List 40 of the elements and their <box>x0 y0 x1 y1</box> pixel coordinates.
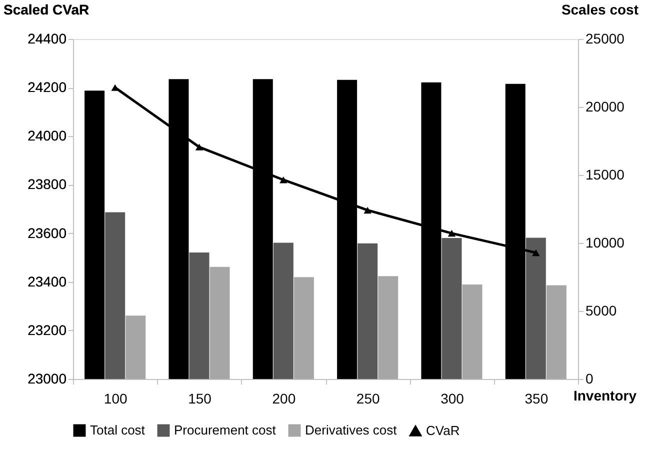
bar <box>210 266 230 379</box>
y2-axis-title: Scales cost <box>561 2 639 18</box>
y2-tick-label: 25000 <box>586 30 625 46</box>
y-axis-title: Scaled CVaR <box>4 2 90 18</box>
y2-tick-label: 20000 <box>586 98 625 114</box>
bar <box>526 238 546 379</box>
y-tick-label: 23200 <box>28 322 67 338</box>
y-tick-label: 23000 <box>28 370 67 386</box>
y2-tick-label: 0 <box>586 370 594 386</box>
bar <box>358 243 378 379</box>
x-tick-label: 150 <box>188 390 212 406</box>
y-tick-label: 24000 <box>28 128 67 144</box>
y2-tick-label: 10000 <box>586 234 625 250</box>
bar <box>84 90 105 379</box>
x-tick-label: 100 <box>104 390 128 406</box>
bar <box>442 238 462 379</box>
y-tick-label: 24200 <box>28 79 67 96</box>
bar <box>462 284 482 379</box>
x-tick-label: 350 <box>524 390 548 406</box>
bar <box>105 212 126 379</box>
x-axis-title: Inventory <box>573 388 637 404</box>
legend-label: Total cost <box>90 422 146 438</box>
legend-label: CVaR <box>426 422 460 438</box>
bar <box>546 285 566 379</box>
y2-tick-label: 5000 <box>586 302 617 318</box>
x-tick-label: 200 <box>272 390 296 406</box>
bar <box>378 276 398 379</box>
y-tick-label: 23400 <box>28 273 67 290</box>
legend-label: Derivatives cost <box>305 422 398 438</box>
y-tick-label: 23600 <box>28 224 67 241</box>
legend-label: Procurement cost <box>174 422 276 438</box>
x-tick-label: 250 <box>356 390 380 406</box>
y-tick-label: 24400 <box>28 30 67 46</box>
bar <box>126 316 146 379</box>
x-tick-label: 300 <box>440 390 464 406</box>
bar <box>294 277 314 379</box>
y-tick-label: 23800 <box>28 176 67 192</box>
bar <box>273 242 294 379</box>
y2-tick-label: 15000 <box>586 166 625 182</box>
bar <box>189 252 210 379</box>
